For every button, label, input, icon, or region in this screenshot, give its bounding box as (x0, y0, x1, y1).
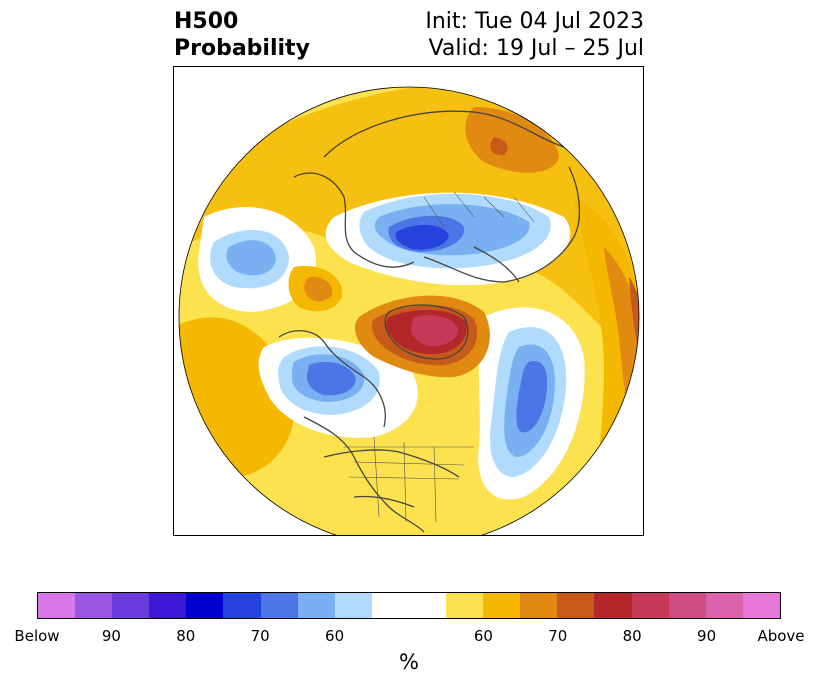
colorbar-segment (297, 593, 335, 618)
rust-east (629, 277, 639, 367)
map-svg (178, 86, 640, 535)
colorbar-tick-label: 90 (101, 627, 121, 645)
globe-outline (178, 86, 640, 535)
polar-map (173, 66, 644, 536)
init-date: Init: Tue 04 Jul 2023 (425, 9, 644, 34)
colorbar-segment (520, 593, 558, 618)
colorbar-segment (594, 593, 632, 618)
colorbar-unit: % (399, 650, 419, 674)
colorbar-tick-label: Above (757, 627, 805, 645)
colorbar-segment (557, 593, 595, 618)
colorbar-segment (186, 593, 224, 618)
colorbar-tick-label: 80 (622, 627, 642, 645)
colorbar-tick-label: 80 (176, 627, 196, 645)
colorbar-segment (705, 593, 743, 618)
title-variable: H500 (174, 9, 239, 34)
colorbar-tick-label: Below (14, 627, 60, 645)
colorbar-tick-label: 60 (473, 627, 493, 645)
above-nw-russia-core (490, 137, 508, 156)
below-pacific-70 (226, 240, 276, 276)
colorbar-segment (408, 593, 447, 618)
below-canada-80 (306, 361, 356, 396)
colorbar-segment (112, 593, 150, 618)
colorbar-tick-label: 90 (697, 627, 717, 645)
colorbar-segment (631, 593, 669, 618)
colorbar-segment (334, 593, 372, 618)
colorbar-segment (446, 593, 484, 618)
colorbar-segment (149, 593, 187, 618)
colorbar-tick-label: 70 (548, 627, 568, 645)
above-nw-russia (465, 107, 559, 173)
title-field: Probability (174, 36, 310, 61)
above-alaska-core (304, 276, 333, 302)
colorbar-segment (260, 593, 298, 618)
below-atlantic-80 (516, 361, 548, 433)
valid-dates: Valid: 19 Jul – 25 Jul (428, 36, 644, 61)
country-borders (344, 191, 535, 523)
colorbar-segment (75, 593, 113, 618)
colorbar (37, 592, 781, 619)
chart-title-right: Init: Tue 04 Jul 2023 Valid: 19 Jul – 25… (425, 8, 644, 62)
colorbar-segment (371, 593, 409, 618)
above-greenland-85 (410, 315, 458, 347)
colorbar-segment (668, 593, 706, 618)
colorbar-tick-label: 70 (250, 627, 270, 645)
chart-title-left: H500 Probability (174, 8, 310, 62)
colorbar-segment (223, 593, 261, 618)
colorbar-segment (742, 593, 780, 618)
colorbar-segment (38, 593, 76, 618)
colorbar-segment (483, 593, 521, 618)
below-eurasia-85 (395, 224, 449, 250)
colorbar-tick-label: 60 (325, 627, 345, 645)
